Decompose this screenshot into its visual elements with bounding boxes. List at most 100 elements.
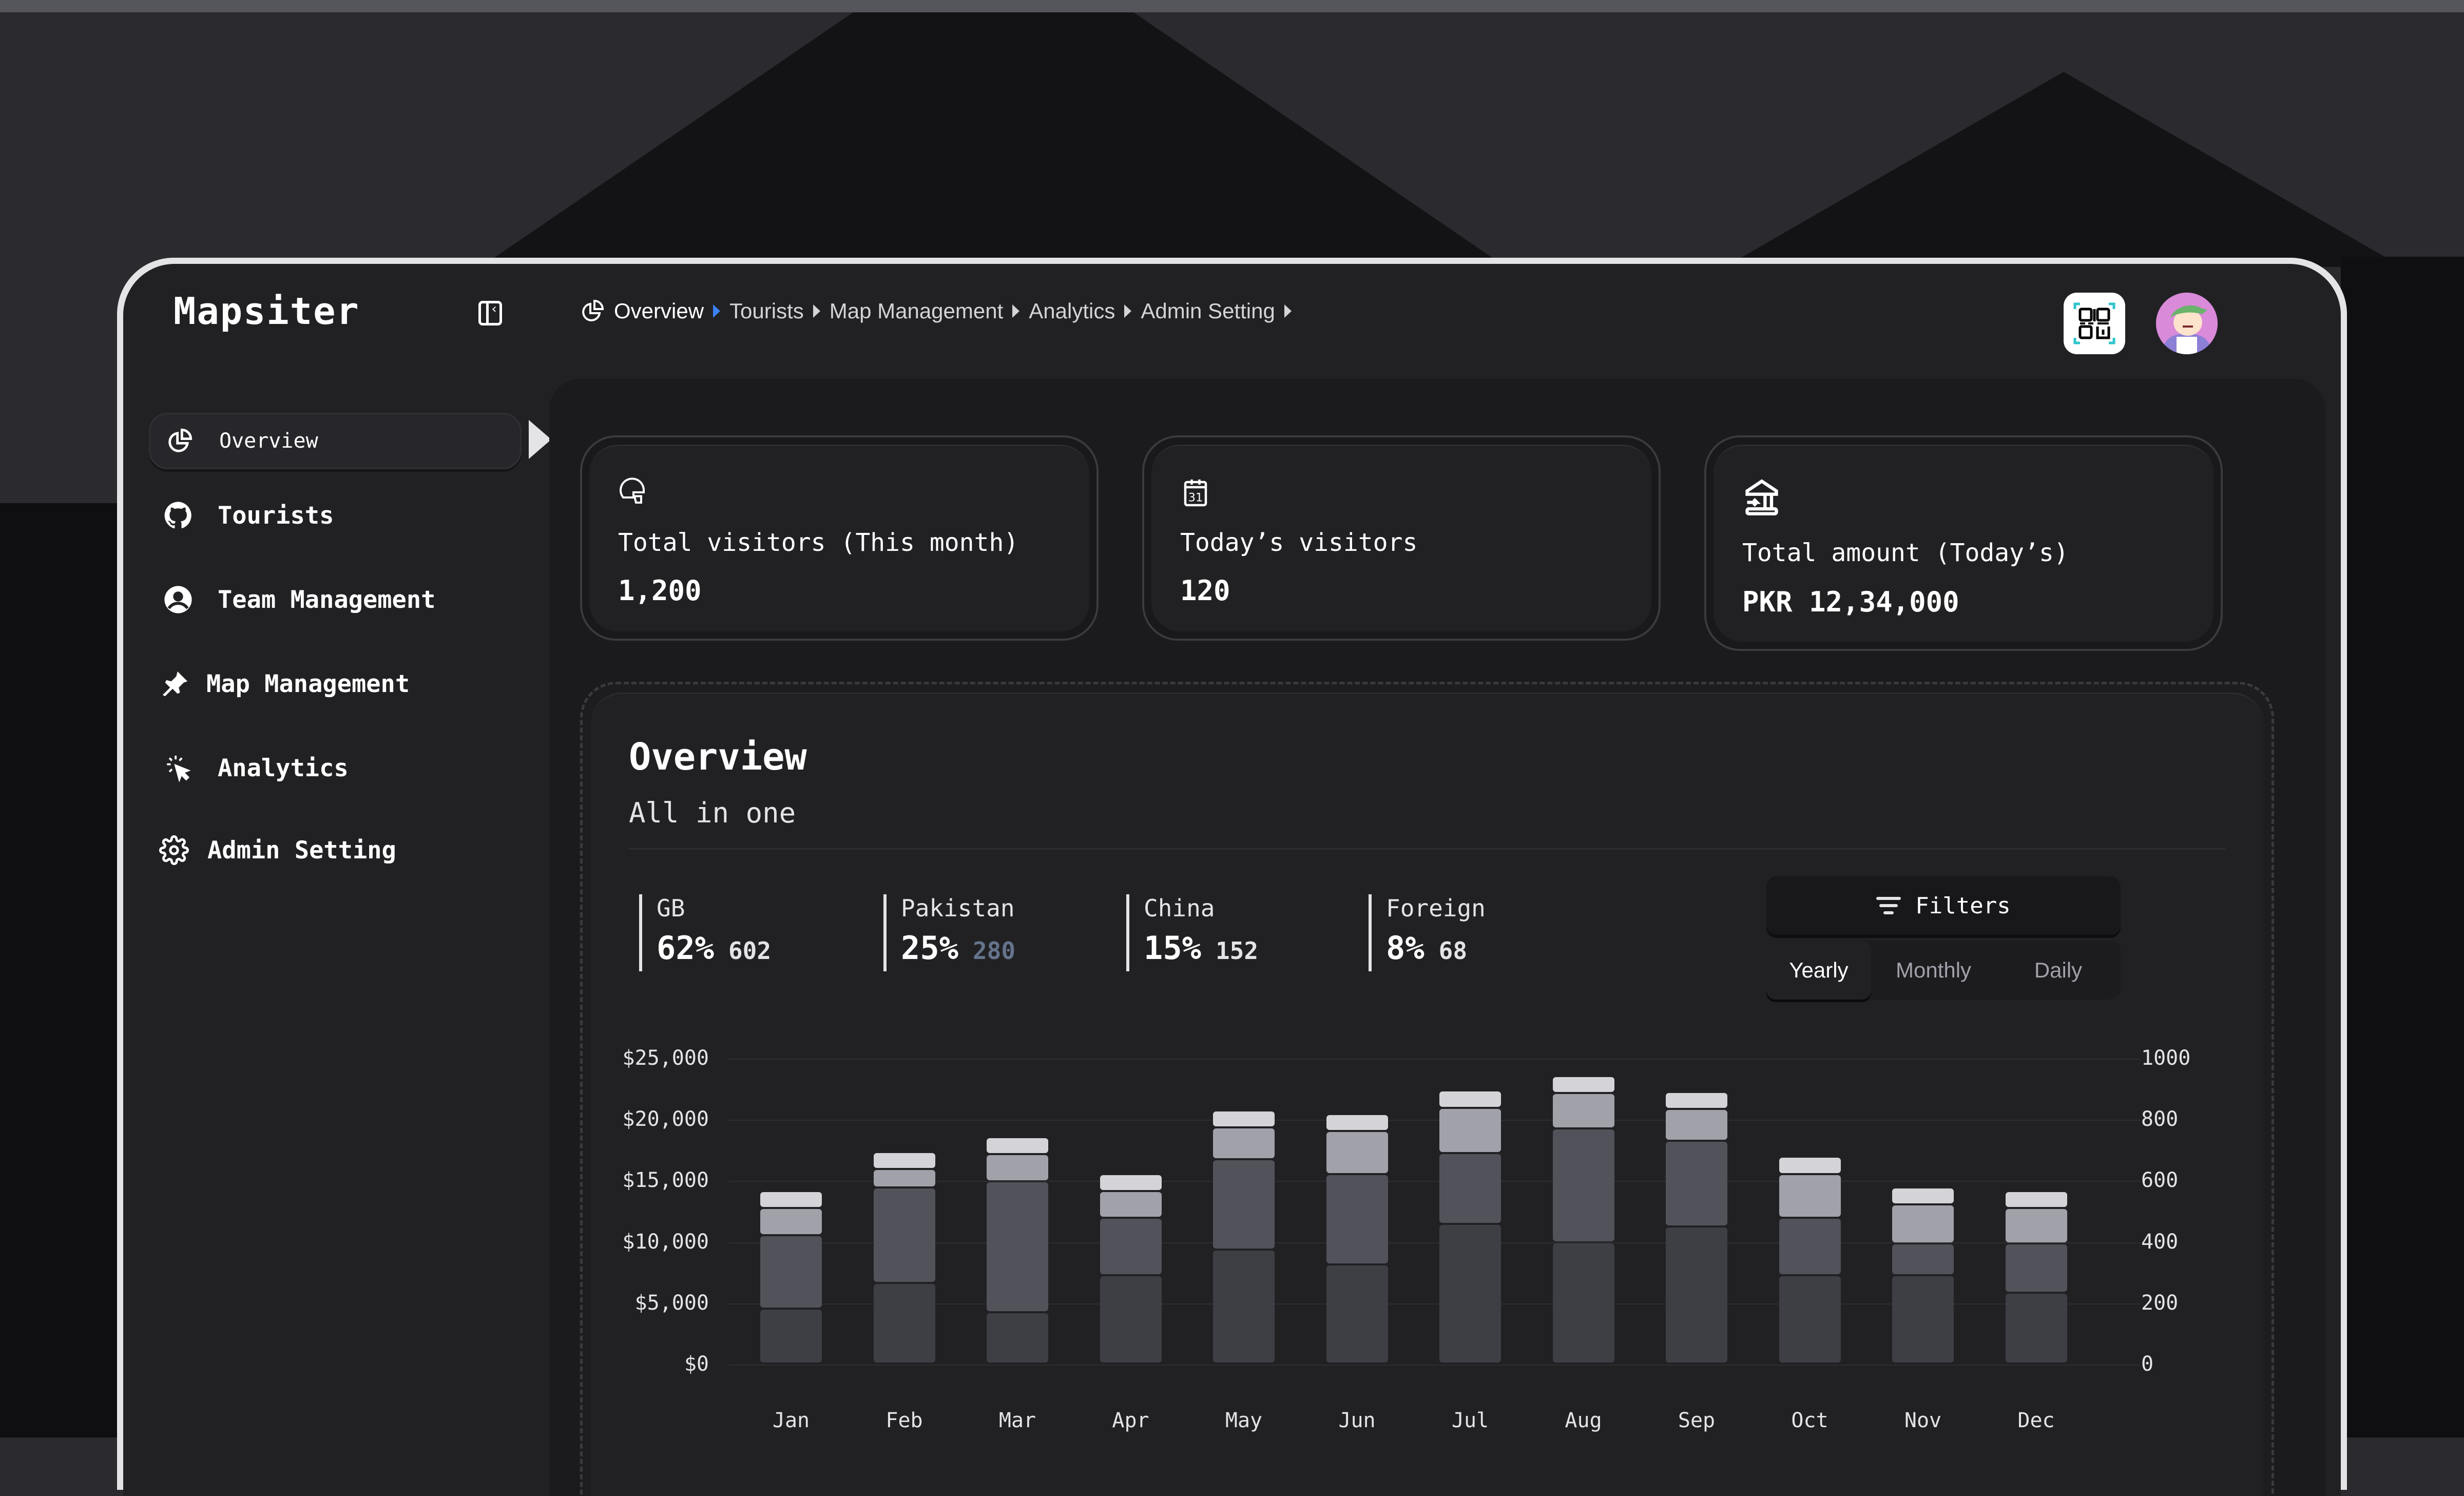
bar-segment[interactable] (1100, 1276, 1162, 1363)
stat-value: 1,200 (618, 574, 702, 607)
sidebar-item-team-management[interactable]: Team Management (149, 573, 435, 626)
bar-segment[interactable] (1666, 1092, 1727, 1108)
bar-segment[interactable] (1213, 1128, 1275, 1158)
qr-code-button[interactable] (2064, 293, 2125, 354)
gridline (728, 1120, 2140, 1121)
x-axis-label: Jun (1338, 1409, 1376, 1432)
pin-icon (162, 671, 188, 697)
tab-daily[interactable]: Daily (2034, 957, 2083, 982)
bar-segment[interactable] (1326, 1175, 1388, 1263)
bar-segment[interactable] (1326, 1265, 1388, 1363)
y-axis-label-left: $25,000 (622, 1046, 709, 1070)
bar-segment[interactable] (1552, 1094, 1614, 1128)
bar-segment[interactable] (987, 1138, 1048, 1154)
tab-monthly[interactable]: Monthly (1895, 957, 1972, 982)
bar-segment[interactable] (1439, 1108, 1501, 1152)
bar-segment[interactable] (1552, 1243, 1614, 1363)
x-axis-label: Jul (1451, 1409, 1489, 1432)
bar-segment[interactable] (1213, 1111, 1275, 1126)
stat-value: 120 (1180, 574, 1230, 607)
bar-segment[interactable] (1326, 1132, 1388, 1173)
sidebar-item-analytics[interactable]: Analytics (149, 741, 349, 795)
sidebar-item-label: Map Management (206, 669, 410, 698)
breadcrumb-admin-setting[interactable]: Admin Setting (1141, 299, 1275, 323)
bar-segment[interactable] (2005, 1293, 2067, 1363)
x-axis-label: Feb (886, 1409, 923, 1432)
bar-segment[interactable] (873, 1188, 935, 1282)
background-decoration (493, 12, 1494, 259)
filters-button[interactable]: Filters (1766, 876, 2121, 935)
region-stat-pakistan: Pakistan 25% 280 (883, 894, 1015, 971)
region-count: 602 (728, 937, 772, 965)
region-stat-china: China 15% 152 (1126, 894, 1258, 971)
breadcrumb-overview[interactable]: Overview (614, 299, 704, 323)
bar-jun (1326, 1115, 1388, 1363)
bar-segment[interactable] (1892, 1205, 1954, 1243)
breadcrumb-analytics[interactable]: Analytics (1029, 299, 1115, 323)
bar-segment[interactable] (1779, 1276, 1841, 1363)
region-stat-gb: GB 62% 602 (639, 894, 771, 971)
bar-segment[interactable] (1779, 1219, 1841, 1275)
bar-segment[interactable] (2005, 1209, 2067, 1243)
bar-segment[interactable] (873, 1169, 935, 1186)
bar-segment[interactable] (987, 1182, 1048, 1311)
brand-logo: Mapsiter (174, 290, 360, 333)
bar-segment[interactable] (1326, 1115, 1388, 1130)
stat-card-todays-visitors: 31 Today’s visitors 120 (1142, 435, 1661, 641)
sidebar-item-tourists[interactable]: Tourists (149, 489, 334, 542)
bar-jul (1439, 1091, 1501, 1363)
bar-segment[interactable] (760, 1309, 822, 1363)
bar-segment[interactable] (2005, 1192, 2067, 1207)
x-axis-label: Aug (1565, 1409, 1602, 1432)
bar-segment[interactable] (1666, 1228, 1727, 1363)
avatar[interactable] (2156, 293, 2218, 354)
filters-label: Filters (1915, 892, 2011, 919)
bar-segment[interactable] (1213, 1160, 1275, 1249)
bar-segment[interactable] (2005, 1244, 2067, 1292)
y-axis-label-right: 600 (2141, 1168, 2179, 1193)
sidebar-item-label: Team Management (218, 585, 436, 614)
pie-chart-icon (582, 299, 604, 321)
breadcrumb-map-management[interactable]: Map Management (829, 299, 1004, 323)
sidebar-item-admin-setting[interactable]: Admin Setting (149, 823, 396, 877)
bar-segment[interactable] (1100, 1192, 1162, 1217)
bar-segment[interactable] (760, 1236, 822, 1308)
x-axis-label: Jan (772, 1409, 810, 1432)
bar-segment[interactable] (1100, 1175, 1162, 1190)
sidebar-item-overview[interactable]: Overview (149, 413, 522, 469)
bar-segment[interactable] (1552, 1129, 1614, 1241)
bar-segment[interactable] (1779, 1175, 1841, 1217)
sidebar-item-map-management[interactable]: Map Management (149, 657, 410, 711)
sidebar-collapse-icon[interactable] (478, 301, 502, 325)
bar-segment[interactable] (1552, 1077, 1614, 1092)
bar-segment[interactable] (1779, 1158, 1841, 1173)
bar-segment[interactable] (1892, 1276, 1954, 1363)
bar-sep (1666, 1092, 1727, 1363)
bar-segment[interactable] (1439, 1091, 1501, 1107)
bar-segment[interactable] (987, 1313, 1048, 1363)
bar-segment[interactable] (1100, 1219, 1162, 1275)
x-axis-label: May (1225, 1409, 1263, 1432)
period-toggle: Yearly Monthly Daily (1766, 941, 2121, 1000)
bar-segment[interactable] (1439, 1225, 1501, 1363)
breadcrumb-tourists[interactable]: Tourists (729, 299, 804, 323)
bar-segment[interactable] (1666, 1110, 1727, 1140)
y-axis-label-left: $10,000 (622, 1230, 709, 1254)
tab-yearly[interactable]: Yearly (1766, 941, 1871, 1000)
bar-segment[interactable] (1213, 1251, 1275, 1363)
bar-segment[interactable] (987, 1155, 1048, 1180)
bar-segment[interactable] (1892, 1244, 1954, 1275)
gridline (728, 1242, 2140, 1243)
bar-segment[interactable] (1892, 1188, 1954, 1204)
main-content: Total visitors (This month) 1,200 31 Tod… (549, 379, 2325, 1496)
github-icon (164, 502, 191, 529)
bar-segment[interactable] (873, 1283, 935, 1363)
breadcrumb: Overview Tourists Map Management Analyti… (580, 299, 1292, 323)
bar-segment[interactable] (760, 1192, 822, 1207)
y-axis-label-left: $15,000 (622, 1168, 709, 1193)
bar-segment[interactable] (873, 1153, 935, 1168)
bar-segment[interactable] (760, 1209, 822, 1234)
region-percent: 15% (1144, 929, 1201, 967)
bar-segment[interactable] (1439, 1154, 1501, 1223)
bar-segment[interactable] (1666, 1142, 1727, 1225)
